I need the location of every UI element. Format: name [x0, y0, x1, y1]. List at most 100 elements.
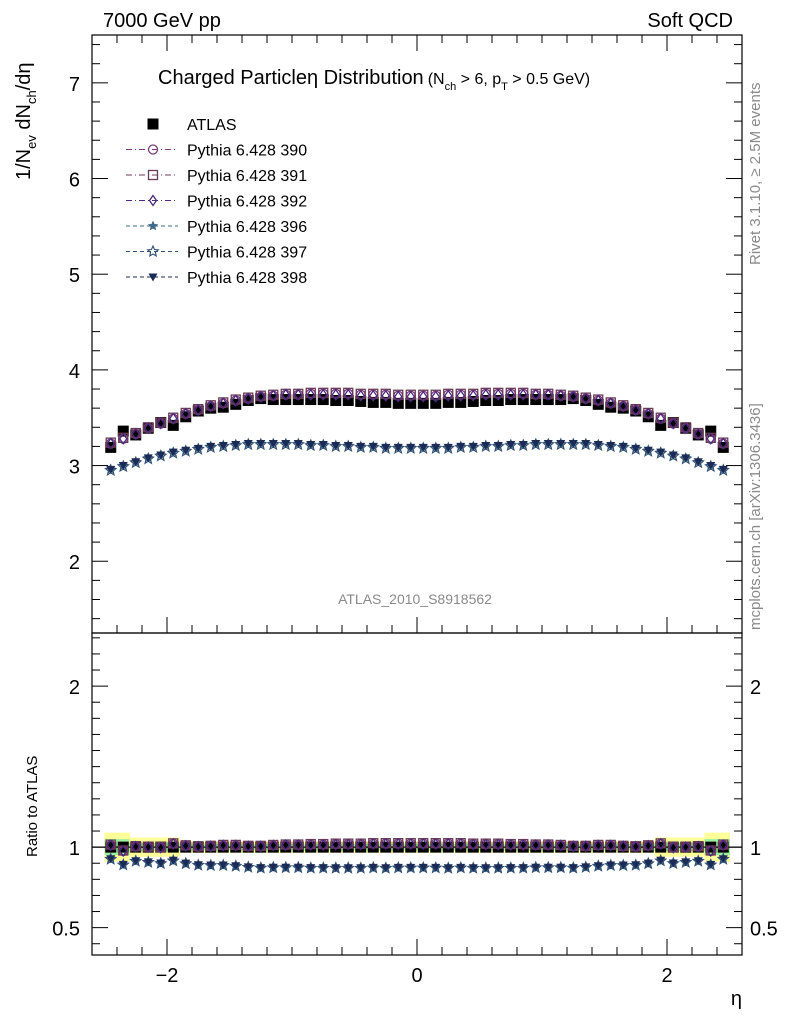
ratio-point	[456, 863, 466, 872]
data-point	[442, 396, 454, 408]
data-point	[343, 441, 353, 450]
y-axis-label-top: 1/Nev dNch/dη	[13, 62, 39, 180]
ratio-point	[518, 864, 528, 873]
x-tick-label: 0	[411, 965, 422, 987]
data-point	[181, 446, 191, 455]
ratio-point	[143, 858, 153, 867]
bottom-panel-frame	[91, 632, 743, 956]
legend: ATLAS Pythia 6.428 390 Pythia 6.428 391 Pyt…	[126, 117, 307, 287]
data-point	[293, 440, 303, 449]
data-point	[181, 407, 191, 421]
ratio-point	[393, 863, 403, 872]
data-point	[192, 405, 204, 417]
data-point	[506, 388, 516, 401]
data-point	[393, 390, 403, 403]
data-point	[468, 442, 478, 451]
data-point	[518, 388, 528, 401]
data-point	[543, 388, 553, 401]
data-point	[418, 443, 428, 452]
ratio-point	[343, 838, 353, 851]
ratio-point	[293, 863, 303, 872]
data-point	[430, 389, 441, 400]
ratio-point	[356, 864, 366, 873]
ratio-point	[568, 864, 578, 873]
ratio-point	[355, 841, 367, 853]
header-right: Soft QCD	[647, 10, 733, 32]
data-point	[581, 440, 591, 449]
ratio-point	[218, 861, 228, 870]
data-point	[668, 417, 678, 430]
data-point	[617, 402, 629, 414]
data-point	[331, 388, 341, 401]
ratio-point	[206, 861, 216, 870]
data-point	[305, 387, 316, 398]
legend-label: Pythia 6.428 398	[187, 270, 307, 287]
ratio-point	[155, 841, 167, 853]
ratio-point	[567, 841, 579, 853]
data-point	[380, 396, 392, 408]
data-point	[506, 441, 516, 450]
ratio-point	[531, 863, 541, 872]
ratio-point	[668, 859, 678, 868]
ratio-point	[131, 840, 141, 853]
ratio-point	[167, 841, 179, 853]
ratio-point	[631, 840, 641, 853]
ratio-point	[618, 861, 628, 870]
data-point	[418, 390, 428, 403]
series-5	[104, 437, 730, 874]
data-point	[167, 419, 179, 431]
ratio-point	[443, 837, 453, 851]
ratio-point	[230, 841, 242, 853]
data-point	[356, 389, 366, 402]
data-point	[231, 441, 241, 450]
data-point	[367, 396, 379, 408]
data-point	[531, 388, 541, 401]
ratio-point	[705, 841, 717, 853]
ratio-point	[105, 841, 117, 853]
ratio-point	[667, 841, 679, 853]
data-point	[680, 422, 692, 434]
data-point	[417, 397, 429, 409]
ratio-point	[343, 864, 353, 873]
ratio-point	[292, 841, 304, 853]
ratio-point	[593, 862, 603, 871]
data-point	[656, 412, 666, 425]
data-point	[393, 443, 403, 452]
ratio-point	[505, 841, 517, 853]
data-point	[430, 397, 442, 409]
data-point	[143, 454, 153, 463]
y-tick-label-bottom: 1	[69, 838, 80, 860]
ratio-point	[706, 844, 716, 858]
ratio-point	[530, 841, 542, 853]
ratio-point	[605, 841, 617, 853]
data-point	[392, 397, 404, 409]
data-point	[368, 388, 379, 399]
ratio-point	[656, 856, 666, 865]
data-point	[693, 427, 703, 441]
ratio-point	[317, 841, 329, 853]
legend-marker	[147, 144, 159, 155]
data-point	[593, 394, 603, 407]
ratio-point	[556, 863, 566, 872]
rivet-label: Rivet 3.1.10, ≥ 2.5M events	[747, 83, 764, 266]
data-point	[556, 389, 566, 402]
data-point	[405, 397, 417, 409]
ratio-point	[592, 841, 604, 853]
ratio-point	[580, 841, 592, 853]
data-point	[193, 403, 203, 417]
y-tick-label-bottom-right: 1	[750, 838, 761, 860]
data-point	[718, 437, 728, 450]
ratio-point	[118, 844, 128, 858]
ratio-point	[255, 841, 267, 853]
y-tick-label-top: 6	[69, 170, 80, 192]
data-point	[156, 451, 166, 460]
ratio-point	[318, 864, 328, 873]
data-point	[556, 440, 566, 449]
data-point	[681, 454, 691, 463]
data-point	[131, 427, 141, 441]
data-point	[518, 387, 529, 398]
ratio-point	[381, 864, 391, 873]
ratio-point	[656, 837, 666, 850]
data-point	[330, 387, 341, 398]
ratio-point	[643, 839, 653, 852]
